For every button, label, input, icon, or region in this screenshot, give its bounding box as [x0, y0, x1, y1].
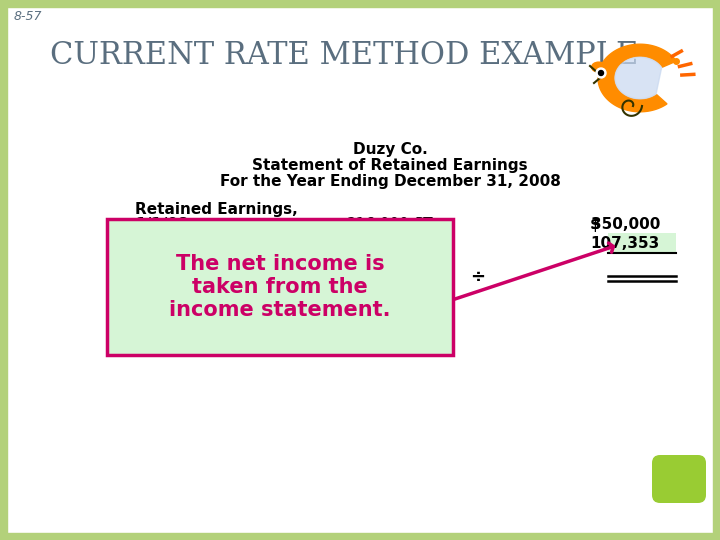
Circle shape — [596, 68, 606, 78]
Text: Statement of Retained Earnings: Statement of Retained Earnings — [252, 158, 528, 173]
Text: For the Year Ending December 31, 2008: For the Year Ending December 31, 2008 — [220, 174, 560, 189]
Bar — [0, 533, 720, 540]
Text: 8-57: 8-57 — [14, 10, 42, 23]
FancyBboxPatch shape — [107, 219, 453, 355]
Text: 90,000: 90,000 — [357, 236, 410, 251]
Polygon shape — [615, 57, 662, 99]
Bar — [0, 0, 720, 7]
Bar — [713, 0, 720, 540]
Text: 107,353: 107,353 — [590, 236, 660, 251]
Text: $: $ — [590, 217, 600, 232]
Text: 350,000: 350,000 — [590, 217, 660, 232]
Text: Net Income: Net Income — [135, 236, 223, 251]
Text: 216,000: 216,000 — [347, 217, 410, 232]
Polygon shape — [598, 44, 676, 112]
Bar — [0, 0, 7, 540]
Text: Retained Earnings,: Retained Earnings, — [135, 202, 298, 217]
Circle shape — [598, 71, 603, 76]
Ellipse shape — [592, 62, 606, 72]
Text: Duzy Co.: Duzy Co. — [353, 142, 428, 157]
Text: 1/1/08: 1/1/08 — [135, 217, 189, 232]
FancyBboxPatch shape — [608, 233, 676, 253]
Text: CURRENT RATE METHOD EXAMPLE: CURRENT RATE METHOD EXAMPLE — [50, 40, 639, 71]
Text: ÷: ÷ — [470, 268, 485, 286]
Text: PT: PT — [415, 217, 433, 232]
FancyBboxPatch shape — [652, 455, 706, 503]
Text: The net income is
taken from the
income statement.: The net income is taken from the income … — [169, 254, 391, 320]
